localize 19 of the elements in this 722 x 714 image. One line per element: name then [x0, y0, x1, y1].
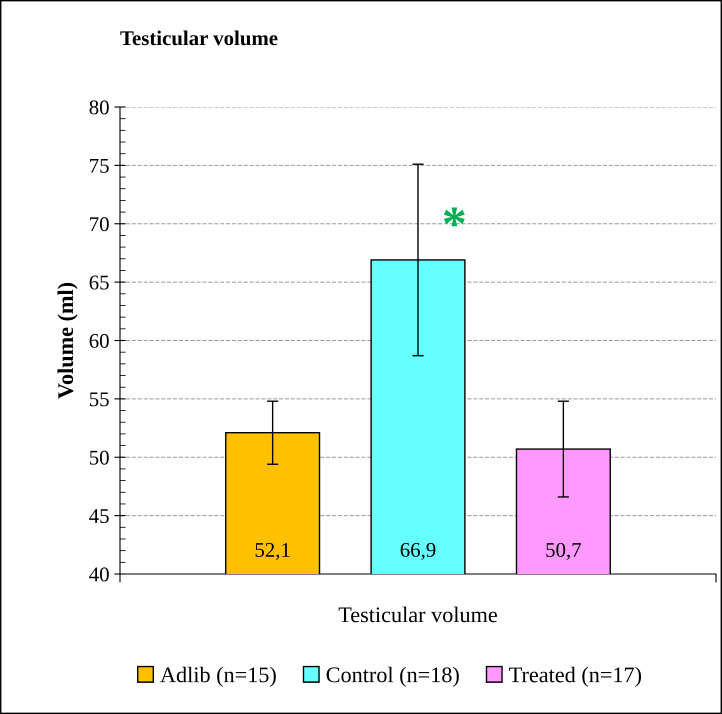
data-label: 50,7	[546, 542, 581, 560]
chart-title: Testicular volume	[120, 30, 278, 46]
data-label: 66,9	[400, 542, 436, 560]
y-tick-label: 75	[90, 158, 109, 173]
y-tick-label: 50	[90, 450, 109, 465]
legend-label: Control (n=18)	[326, 666, 459, 687]
data-label: 52,1	[256, 542, 290, 560]
annotation: *	[444, 207, 465, 226]
y-tick-label: 80	[90, 100, 109, 114]
legend-label: Adlib (n=15)	[160, 666, 276, 687]
legend-label: Treated (n=17)	[509, 666, 642, 687]
y-tick-label: 70	[90, 217, 109, 232]
y-tick-label: 40	[89, 567, 109, 582]
y-tick-label: 65	[90, 276, 109, 290]
y-tick-label: 45	[89, 509, 109, 524]
y-tick-label: 55	[90, 392, 109, 406]
y-axis-title: Volume (ml)	[57, 282, 78, 399]
x-axis-title: Testicular volume	[338, 606, 497, 622]
y-tick-label: 60	[90, 334, 109, 348]
